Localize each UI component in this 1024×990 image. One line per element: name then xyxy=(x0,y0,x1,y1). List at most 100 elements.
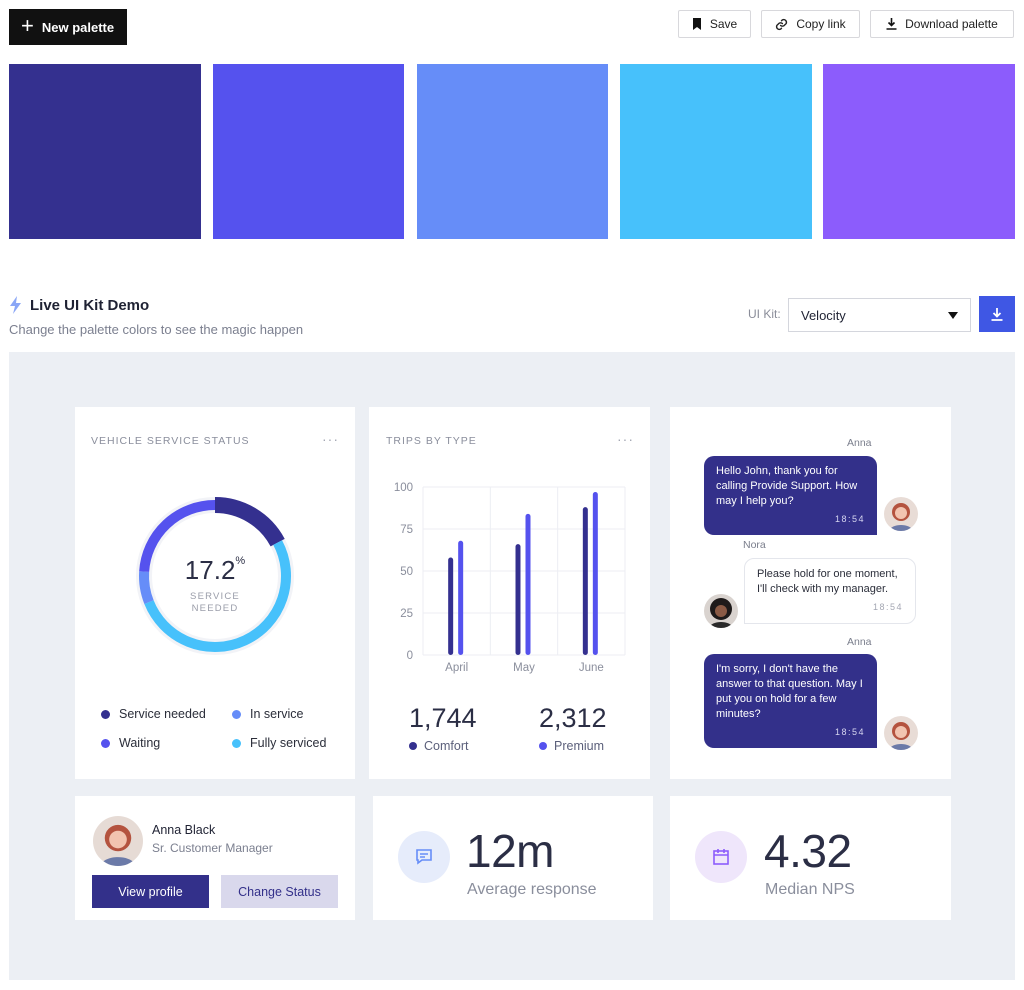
download-kit-button[interactable] xyxy=(979,296,1015,332)
nps-value: 4.32 xyxy=(764,825,852,877)
ui-kit-value: Velocity xyxy=(801,307,846,323)
legend-fully-serviced: Fully serviced xyxy=(232,736,326,750)
caret-down-icon xyxy=(948,312,958,319)
legend-dot xyxy=(232,738,241,748)
save-label: Save xyxy=(709,17,738,31)
premium-label: Premium xyxy=(554,739,605,753)
bar-premium-april xyxy=(458,540,464,655)
plus-icon: + xyxy=(21,13,34,38)
demo-title: Live UI Kit Demo xyxy=(30,297,150,314)
caption-line-2: NEEDED xyxy=(191,603,239,614)
y-tick-label: 75 xyxy=(400,524,413,536)
palette-swatch-4[interactable] xyxy=(620,64,812,239)
service-status-card: VEHICLE SERVICE STATUS ··· 17.2% SERVICE… xyxy=(75,407,355,779)
agent-avatar xyxy=(884,716,918,750)
x-tick-label: April xyxy=(445,662,468,674)
donut-center: 17.2% xyxy=(133,555,297,586)
download-icon xyxy=(886,18,897,30)
chat-sender: Anna xyxy=(847,636,872,648)
donut-segment-service-needed xyxy=(214,497,285,547)
profile-avatar xyxy=(93,816,143,866)
caption-line-1: SERVICE xyxy=(190,591,240,602)
bar-comfort-june xyxy=(582,507,588,655)
chat-message-outgoing: I'm sorry, I don't have the answer to th… xyxy=(704,654,877,748)
comfort-value: 1,744 xyxy=(409,703,477,733)
legend-label: Service needed xyxy=(119,707,206,721)
x-tick-label: May xyxy=(513,662,535,674)
message-time: 18:54 xyxy=(872,602,903,612)
legend-label: In service xyxy=(250,707,304,721)
demo-subtitle: Change the palette colors to see the mag… xyxy=(9,322,304,337)
chat-sender: Anna xyxy=(847,437,872,449)
message-text: Hello John, thank you for calling Provid… xyxy=(716,465,858,507)
calendar-icon xyxy=(713,849,729,865)
view-profile-button[interactable]: View profile xyxy=(92,875,209,908)
save-button[interactable]: Save xyxy=(678,10,751,38)
copy-link-button[interactable]: Copy link xyxy=(761,10,860,38)
premium-legend: Premium xyxy=(539,739,604,753)
service-donut-chart xyxy=(136,497,294,655)
y-tick-label: 25 xyxy=(400,608,413,620)
message-time: 18:54 xyxy=(834,727,865,737)
response-label: Average response xyxy=(467,881,597,898)
message-icon-circle xyxy=(398,831,450,883)
customer-avatar xyxy=(704,594,738,628)
service-card-menu[interactable]: ··· xyxy=(322,431,339,447)
service-percent: 17.2 xyxy=(184,555,236,585)
message-text: Please hold for one moment, I'll check w… xyxy=(757,568,898,595)
ui-kit-select[interactable]: Velocity xyxy=(788,298,971,332)
premium-value: 2,312 xyxy=(539,703,607,733)
new-palette-label: New palette xyxy=(41,19,115,35)
legend-label: Fully serviced xyxy=(250,736,327,750)
chat-card: Anna Hello John, thank you for calling P… xyxy=(670,407,951,779)
chat-message-incoming: Please hold for one moment, I'll check w… xyxy=(744,558,916,624)
download-palette-button[interactable]: Download palette xyxy=(870,10,1014,38)
legend-dot xyxy=(101,709,110,719)
bar-comfort-april xyxy=(448,557,454,655)
chat-sender: Nora xyxy=(743,539,766,551)
message-time: 18:54 xyxy=(834,514,865,524)
bar-premium-june xyxy=(592,492,598,655)
message-icon xyxy=(416,849,432,865)
copy-link-label: Copy link xyxy=(796,17,846,31)
agent-avatar xyxy=(884,497,918,531)
nps-label: Median NPS xyxy=(765,881,855,898)
average-response-card: 12m Average response xyxy=(373,796,653,920)
donut-segment-fully-serviced xyxy=(144,540,291,652)
trips-card: TRIPS BY TYPE ··· 100 75 50 25 0 April May June… xyxy=(369,407,650,779)
legend-in-service: In service xyxy=(232,707,304,721)
legend-waiting: Waiting xyxy=(101,736,160,750)
palette-swatch-2[interactable] xyxy=(213,64,404,239)
legend-dot xyxy=(232,709,241,719)
download-palette-label: Download palette xyxy=(905,17,998,31)
legend-label: Waiting xyxy=(119,736,161,750)
donut-segment-in-service xyxy=(139,571,154,604)
ui-kit-label: UI Kit: xyxy=(748,307,781,321)
premium-dot xyxy=(539,742,547,750)
bookmark-icon xyxy=(692,18,701,30)
x-tick-label: June xyxy=(579,662,604,674)
trips-card-menu[interactable]: ··· xyxy=(617,431,634,447)
palette-swatch-5[interactable] xyxy=(823,64,1015,239)
change-status-button[interactable]: Change Status xyxy=(221,875,338,908)
y-tick-label: 50 xyxy=(400,566,413,578)
lightning-icon xyxy=(10,296,21,314)
profile-card: Anna Black Sr. Customer Manager View pro… xyxy=(75,796,355,920)
profile-role: Sr. Customer Manager xyxy=(152,841,273,855)
download-icon xyxy=(991,307,1003,321)
demo-area: VEHICLE SERVICE STATUS ··· 17.2% SERVICE… xyxy=(9,352,1015,980)
response-value: 12m xyxy=(466,825,554,877)
comfort-dot xyxy=(409,742,417,750)
donut-caption: SERVICE NEEDED xyxy=(133,591,297,615)
trips-card-title: TRIPS BY TYPE xyxy=(386,435,477,447)
bar-comfort-may xyxy=(515,544,521,655)
palette-swatch-3[interactable] xyxy=(417,64,608,239)
profile-name: Anna Black xyxy=(152,823,216,837)
comfort-label: Comfort xyxy=(424,739,469,753)
legend-dot xyxy=(101,738,110,748)
y-tick-label: 0 xyxy=(407,650,413,662)
comfort-legend: Comfort xyxy=(409,739,468,753)
new-palette-button[interactable]: + New palette xyxy=(9,9,127,45)
palette-swatch-1[interactable] xyxy=(9,64,201,239)
service-card-title: VEHICLE SERVICE STATUS xyxy=(91,435,250,447)
